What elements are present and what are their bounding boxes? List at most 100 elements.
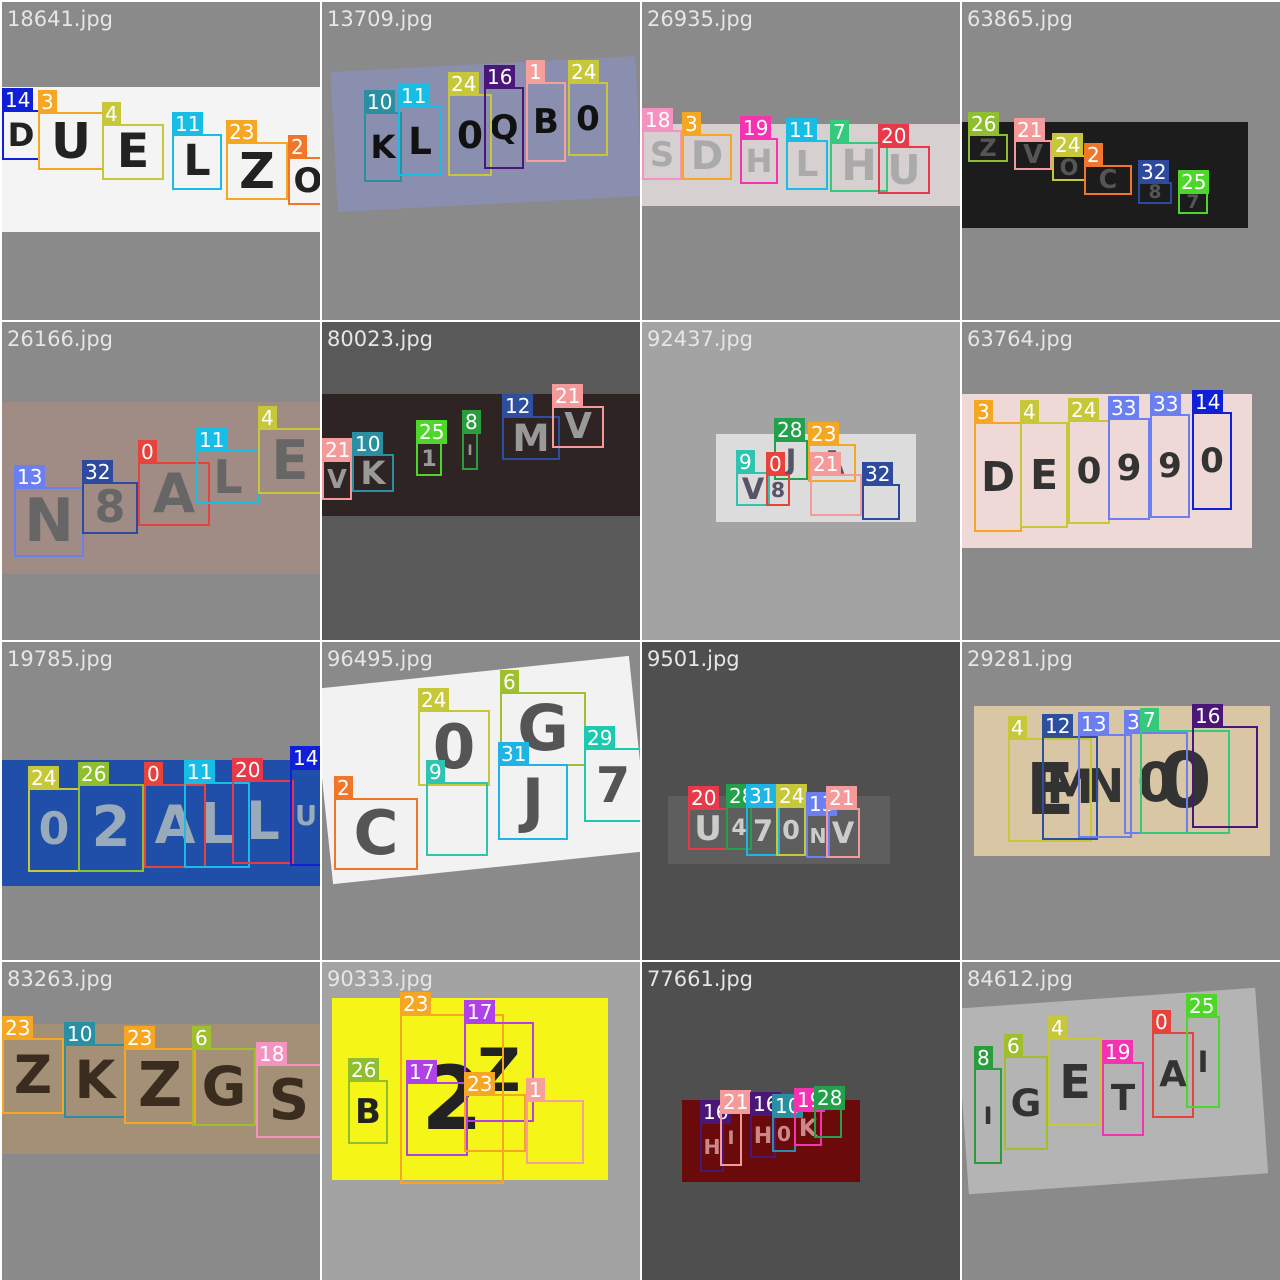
class-label-tag: 25 — [1178, 170, 1210, 194]
class-label-tag: 11 — [196, 428, 228, 452]
detection-box: 23 — [2, 1016, 64, 1114]
class-label-tag: 8 — [974, 1046, 993, 1070]
image-tile: 63865.jpg Z V O C 8 7 26 21 24 2 32 25 — [962, 2, 1280, 320]
detection-box: 4 — [1020, 400, 1068, 528]
class-label-tag: 11 — [184, 760, 216, 784]
class-label-tag: 7 — [1140, 708, 1159, 732]
detection-box: 10 — [64, 1022, 126, 1118]
plate-character: 7 — [595, 756, 631, 814]
class-label-tag: 28 — [814, 1086, 846, 1110]
image-tile: 26166.jpg N 8 A L E 13 32 0 11 4 — [2, 322, 320, 640]
class-label-tag: 6 — [1004, 1034, 1023, 1058]
detection-box: 32 — [862, 462, 900, 520]
class-label-tag: 23 — [808, 422, 840, 446]
detection-box: 26 — [968, 112, 1008, 162]
image-tile: 77661.jpg H I H 0 K 16 21 16 10 19 28 — [642, 962, 960, 1280]
detection-box: 4 — [1048, 1016, 1102, 1126]
detection-box: 11 — [196, 428, 260, 504]
detection-box: 9 — [736, 450, 770, 506]
plate-character: G — [1010, 1081, 1042, 1125]
class-label-tag: 23 — [124, 1026, 156, 1050]
plate-character: O — [1059, 155, 1079, 181]
tile-filename: 80023.jpg — [327, 327, 433, 351]
plate-character: N — [24, 487, 74, 556]
detection-box: 3 — [38, 90, 104, 170]
class-label-tag: 12 — [1042, 714, 1074, 738]
image-tile: 19785.jpg 0 2 A L L U 24 26 0 11 20 14 — [2, 642, 320, 960]
plate-character: 9 — [1158, 446, 1182, 486]
plate-character: J — [521, 767, 545, 836]
plate-character: B — [533, 102, 559, 142]
plate-character: I — [727, 1128, 735, 1149]
detection-box: 11 — [172, 112, 222, 190]
tile-filename: 26935.jpg — [647, 7, 753, 31]
class-label-tag: 20 — [878, 124, 910, 148]
class-label-tag: 2 — [334, 776, 353, 800]
plate-character: V — [564, 406, 592, 447]
class-label-tag: 25 — [416, 420, 448, 444]
detection-box: 24 — [1052, 133, 1086, 181]
detection-box: 16 — [1192, 704, 1258, 828]
detection-box: 10 — [772, 1094, 804, 1152]
detection-box: 32 — [82, 460, 138, 534]
plate-character: V — [831, 816, 855, 850]
plate-character: H — [703, 1135, 721, 1159]
detection-box: 13 — [14, 465, 84, 557]
plate-character: E — [1030, 451, 1058, 499]
class-label-tag: 7 — [830, 120, 849, 144]
tile-filename: 63865.jpg — [967, 7, 1073, 31]
class-label-tag: 17 — [406, 1060, 438, 1084]
class-label-tag: 21 — [552, 384, 584, 408]
plate-character: U — [887, 146, 921, 194]
image-tile: 63764.jpg D E 0 9 9 0 3 4 24 33 33 14 — [962, 322, 1280, 640]
image-tile: 29281.jpgEMN004121333716 — [962, 642, 1280, 960]
detection-box: 20 — [688, 786, 728, 850]
detection-box: 17 — [406, 1060, 468, 1156]
plate-character: D — [7, 116, 35, 154]
detection-box: 21 — [826, 786, 860, 858]
plate-character: D — [981, 453, 1015, 501]
tile-filename: 26166.jpg — [7, 327, 113, 351]
class-label-tag: 21 — [810, 452, 842, 476]
plate-character: 0 — [1137, 751, 1175, 814]
plate-character: L — [183, 137, 211, 186]
plate-character: L — [408, 119, 432, 163]
plate-character: H — [753, 1123, 773, 1149]
detection-box: 19 — [740, 116, 778, 184]
plate-character: E — [271, 429, 309, 492]
plate-character: 0 — [776, 1122, 792, 1146]
plate-character: I — [983, 1102, 993, 1130]
detection-box: 31 — [746, 784, 780, 856]
class-label-tag: 23 — [400, 992, 432, 1016]
detection-box: 12 — [1042, 714, 1098, 840]
image-tile: 80023.jpg V K 1 I M V 21 10 25 8 12 21 — [322, 322, 640, 640]
image-tile: 26935.jpg S D H L H U 18 3 19 11 7 20 — [642, 2, 960, 320]
class-label-tag: 8 — [462, 410, 481, 434]
class-label-tag: 14 — [1192, 390, 1224, 414]
plate-character: 2 — [91, 795, 131, 860]
detection-box: 0 — [144, 762, 206, 868]
detection-box: 24 — [1068, 398, 1110, 524]
plate-character: 0 — [1076, 451, 1102, 492]
plate-character: K — [370, 128, 396, 166]
detection-box: 9 — [426, 760, 488, 856]
class-label-tag: 10 — [352, 432, 384, 456]
class-label-tag: 1 — [526, 1078, 545, 1102]
plate-character: K — [74, 1050, 116, 1111]
plate-character: 7 — [752, 814, 774, 848]
tile-filename: 77661.jpg — [647, 967, 753, 991]
detection-box: 33 — [1150, 392, 1190, 518]
class-label-tag: 0 — [144, 762, 163, 786]
detection-box: 7 — [830, 120, 888, 192]
plate-character: S — [268, 1068, 310, 1133]
tile-filename: 13709.jpg — [327, 7, 433, 31]
plate-character: 0 — [38, 804, 70, 855]
class-label-tag: 33 — [1150, 392, 1182, 416]
plate-character: O — [293, 161, 320, 201]
image-tile: 84612.jpg I G E T A I 8 6 4 19 0 25 — [962, 962, 1280, 1280]
tile-filename: 83263.jpg — [7, 967, 113, 991]
plate-character: U — [294, 801, 318, 832]
class-label-tag: 3 — [974, 400, 993, 424]
detection-box: 24 — [28, 766, 80, 872]
